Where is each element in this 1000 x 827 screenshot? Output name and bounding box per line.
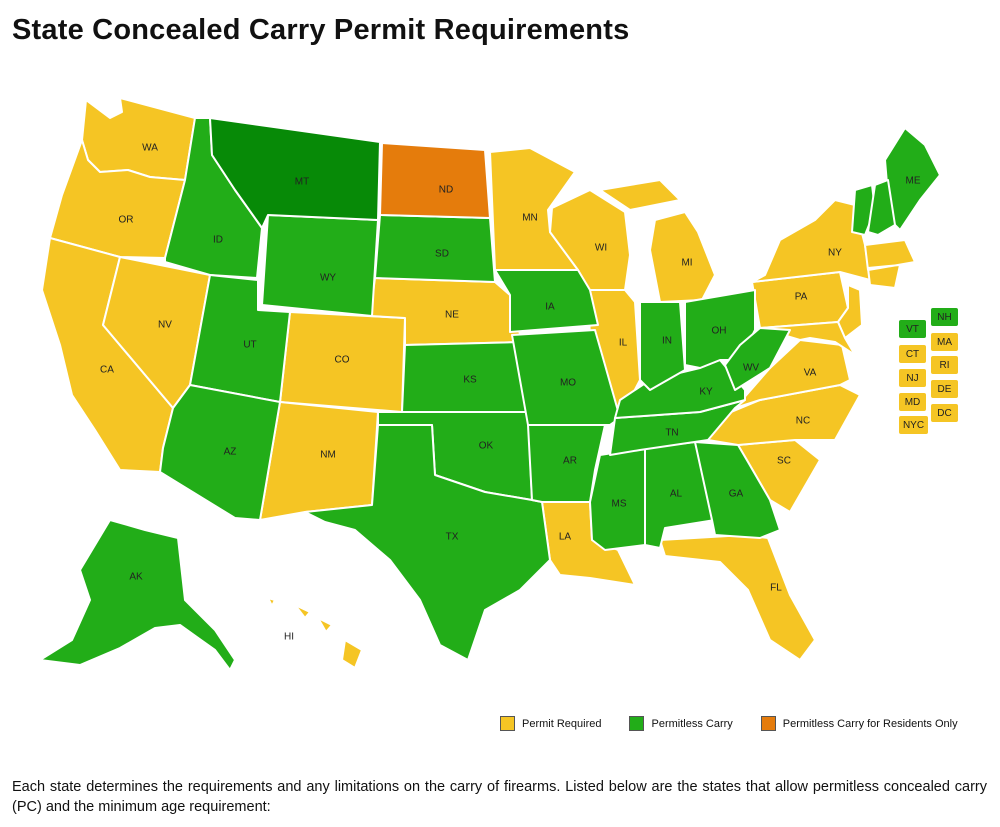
chip-DC[interactable]: DC [931, 404, 958, 422]
label-UT: UT [243, 340, 256, 351]
map-legend: Permit Required Permitless Carry Permitl… [500, 716, 958, 731]
state-WV[interactable] [724, 327, 791, 391]
label-SC: SC [777, 456, 791, 467]
label-NE: NE [445, 310, 459, 321]
chip-MA[interactable]: MA [931, 333, 958, 351]
state-VA[interactable] [734, 339, 851, 409]
description-text: Each state determines the requirements a… [12, 779, 987, 815]
chip-RI[interactable]: RI [931, 356, 958, 374]
label-LA: LA [559, 532, 572, 543]
label-VA: VA [804, 368, 817, 379]
state-NH[interactable] [867, 179, 896, 236]
chip-NJ[interactable]: NJ [899, 369, 926, 387]
label-WI: WI [595, 243, 607, 254]
state-ND[interactable] [379, 142, 491, 219]
label-WY: WY [320, 273, 336, 284]
state-WY[interactable] [261, 214, 379, 317]
state-IN[interactable] [639, 301, 686, 391]
label-OH: OH [712, 326, 727, 337]
state-FL[interactable] [659, 534, 816, 661]
state-MT[interactable] [209, 117, 381, 229]
label-KY: KY [699, 387, 713, 398]
chip-DE[interactable]: DE [931, 380, 958, 398]
label-IN: IN [662, 336, 672, 347]
chip-VT[interactable]: VT [899, 320, 926, 338]
label-MN: MN [522, 213, 538, 224]
legend-label: Permitless Carry [651, 717, 733, 730]
label-MS: MS [612, 499, 627, 510]
label-NY: NY [828, 248, 842, 259]
label-PA: PA [795, 292, 808, 303]
state-MI[interactable] [599, 179, 716, 303]
label-CO: CO [335, 355, 350, 366]
state-TX[interactable] [304, 424, 551, 661]
label-WA: WA [142, 143, 158, 154]
label-MO: MO [560, 378, 576, 389]
label-IL: IL [619, 338, 628, 349]
label-TX: TX [446, 532, 459, 543]
legend-label: Permitless Carry for Residents Only [782, 717, 958, 730]
legend-swatch [500, 716, 515, 731]
chip-NYC[interactable]: NYC [899, 416, 928, 434]
label-OK: OK [479, 441, 494, 452]
legend-label: Permit Required [522, 717, 602, 730]
permitless-states [39, 117, 941, 671]
label-KS: KS [463, 375, 477, 386]
state-GA[interactable] [694, 441, 781, 539]
label-OR: OR [119, 215, 134, 226]
state-AZ[interactable] [159, 384, 281, 521]
label-SD: SD [435, 249, 449, 260]
label-AL: AL [670, 489, 683, 500]
label-NV: NV [158, 320, 172, 331]
label-IA: IA [545, 302, 555, 313]
state-CTMA[interactable] [864, 239, 916, 289]
state-labels: WA OR CA ID NV MT WY UT AZ CO NM ND SD N… [100, 143, 921, 643]
state-HI-islands[interactable] [267, 597, 363, 669]
label-HI: HI [284, 632, 294, 643]
label-ID: ID [213, 235, 223, 246]
permit-required-states [41, 97, 916, 669]
label-CA: CA [100, 365, 114, 376]
label-NM: NM [320, 450, 336, 461]
label-ME: ME [906, 176, 921, 187]
chip-MD[interactable]: MD [899, 393, 926, 411]
state-WA[interactable] [81, 97, 196, 181]
chip-NH[interactable]: NH [931, 308, 958, 326]
legend-item-permit-required: Permit Required [500, 716, 601, 731]
label-NC: NC [796, 416, 810, 427]
label-AZ: AZ [224, 447, 237, 458]
legend-item-residents-only: Permitless Carry for Residents Only [760, 716, 958, 731]
label-ND: ND [439, 185, 453, 196]
legend-item-permitless: Permitless Carry [629, 716, 733, 731]
legend-swatch [760, 716, 776, 731]
state-NY[interactable] [751, 199, 871, 283]
label-MT: MT [295, 177, 309, 188]
state-AK[interactable] [39, 519, 236, 671]
chip-CT[interactable]: CT [899, 345, 926, 363]
label-MI: MI [681, 258, 692, 269]
label-GA: GA [729, 489, 744, 500]
label-TN: TN [665, 428, 678, 439]
label-AK: AK [129, 572, 143, 583]
state-IA[interactable] [494, 269, 599, 333]
label-WV: WV [743, 363, 759, 374]
legend-swatch [629, 716, 645, 731]
label-AR: AR [563, 456, 577, 467]
page-title: State Concealed Carry Permit Requirement… [12, 14, 630, 46]
label-FL: FL [770, 583, 782, 594]
